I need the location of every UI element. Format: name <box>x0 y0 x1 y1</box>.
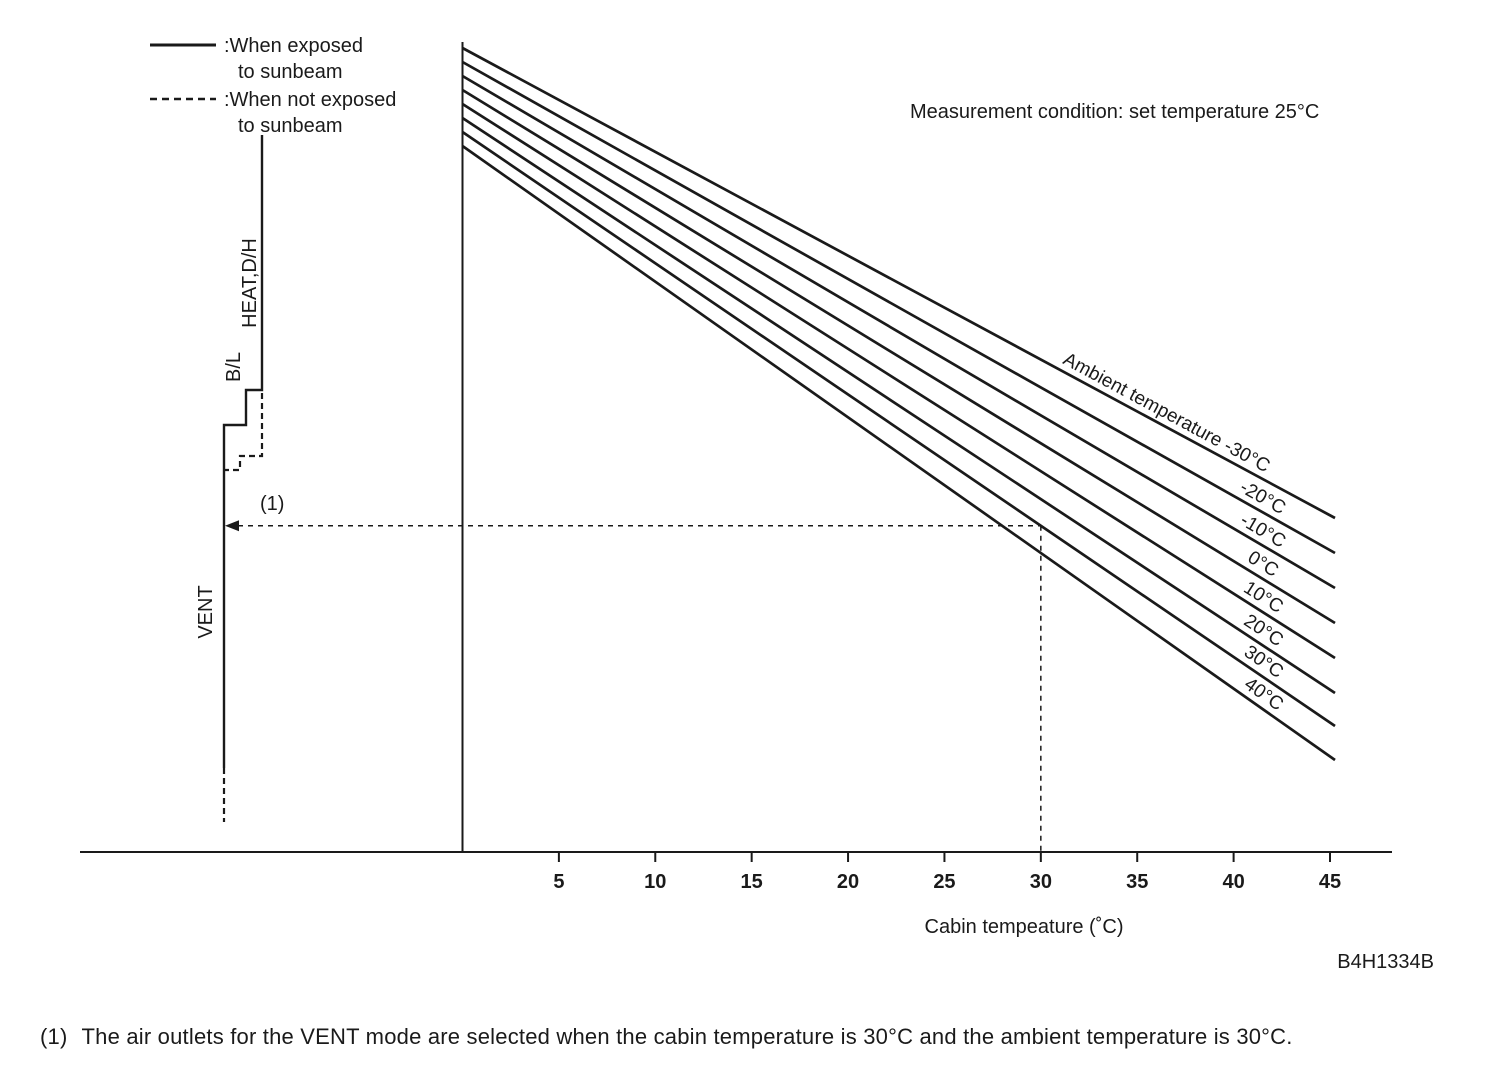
x-axis-title: Cabin tempeature (˚C) <box>925 916 1124 938</box>
x-tick-label: 30 <box>1030 871 1052 893</box>
x-tick-label: 15 <box>741 871 763 893</box>
ambient-line <box>461 74 1336 590</box>
x-tick-label: 5 <box>553 871 564 893</box>
x-tick-label: 40 <box>1222 871 1244 893</box>
outlet-mode-axis: HEAT,D/H B/L VENT <box>195 135 264 822</box>
legend-solid-label-line1: :When exposed <box>224 35 363 57</box>
x-tick-label: 20 <box>837 871 859 893</box>
ambient-line <box>461 88 1336 625</box>
mode-step-line-solid <box>222 135 264 768</box>
x-axis-ticks: 5 10 15 20 25 30 35 40 45 <box>553 852 1341 893</box>
footnote: (1) The air outlets for the VENT mode are… <box>40 1024 1470 1050</box>
legend-dashed-label-line1: :When not exposed <box>224 89 396 111</box>
legend-solid-label-line2: to sunbeam <box>238 61 343 83</box>
ambient-line <box>461 102 1336 660</box>
annotation-left-arrowhead-icon <box>225 520 239 532</box>
ac-outlet-mode-chart: :When exposed to sunbeam :When not expos… <box>80 35 1434 973</box>
mode-step-line-hysteresis-dashed <box>224 393 264 472</box>
mode-label-bl: B/L <box>223 352 245 382</box>
x-tick-label: 45 <box>1319 871 1341 893</box>
ambient-line <box>461 130 1336 728</box>
ambient-line <box>461 60 1336 555</box>
legend-dashed-label-line2: to sunbeam <box>238 115 343 137</box>
ambient-line <box>461 46 1336 520</box>
x-tick-label: 25 <box>933 871 955 893</box>
legend: :When exposed to sunbeam :When not expos… <box>150 35 396 137</box>
x-tick-label: 35 <box>1126 871 1148 893</box>
footnote-text: The air outlets for the VENT mode are se… <box>81 1024 1293 1049</box>
mode-label-heat-dh: HEAT,D/H <box>239 238 261 328</box>
ambient-line <box>461 116 1336 695</box>
figure-code: B4H1334B <box>1337 951 1434 973</box>
measurement-condition-text: Measurement condition: set temperature 2… <box>910 101 1319 123</box>
annotation-1: (1) <box>225 493 1042 851</box>
ambient-temperature-lines: Ambient temperature -30°C-20°C-10°C0°C10… <box>461 46 1336 762</box>
ambient-line <box>461 144 1336 762</box>
annotation-1-label: (1) <box>260 493 284 515</box>
axes: 5 10 15 20 25 30 35 40 45 Cabin tempeature (˚C) <box>80 42 1392 938</box>
footnote-marker: (1) <box>40 1024 68 1049</box>
x-tick-label: 10 <box>644 871 666 893</box>
mode-label-vent: VENT <box>195 585 217 638</box>
